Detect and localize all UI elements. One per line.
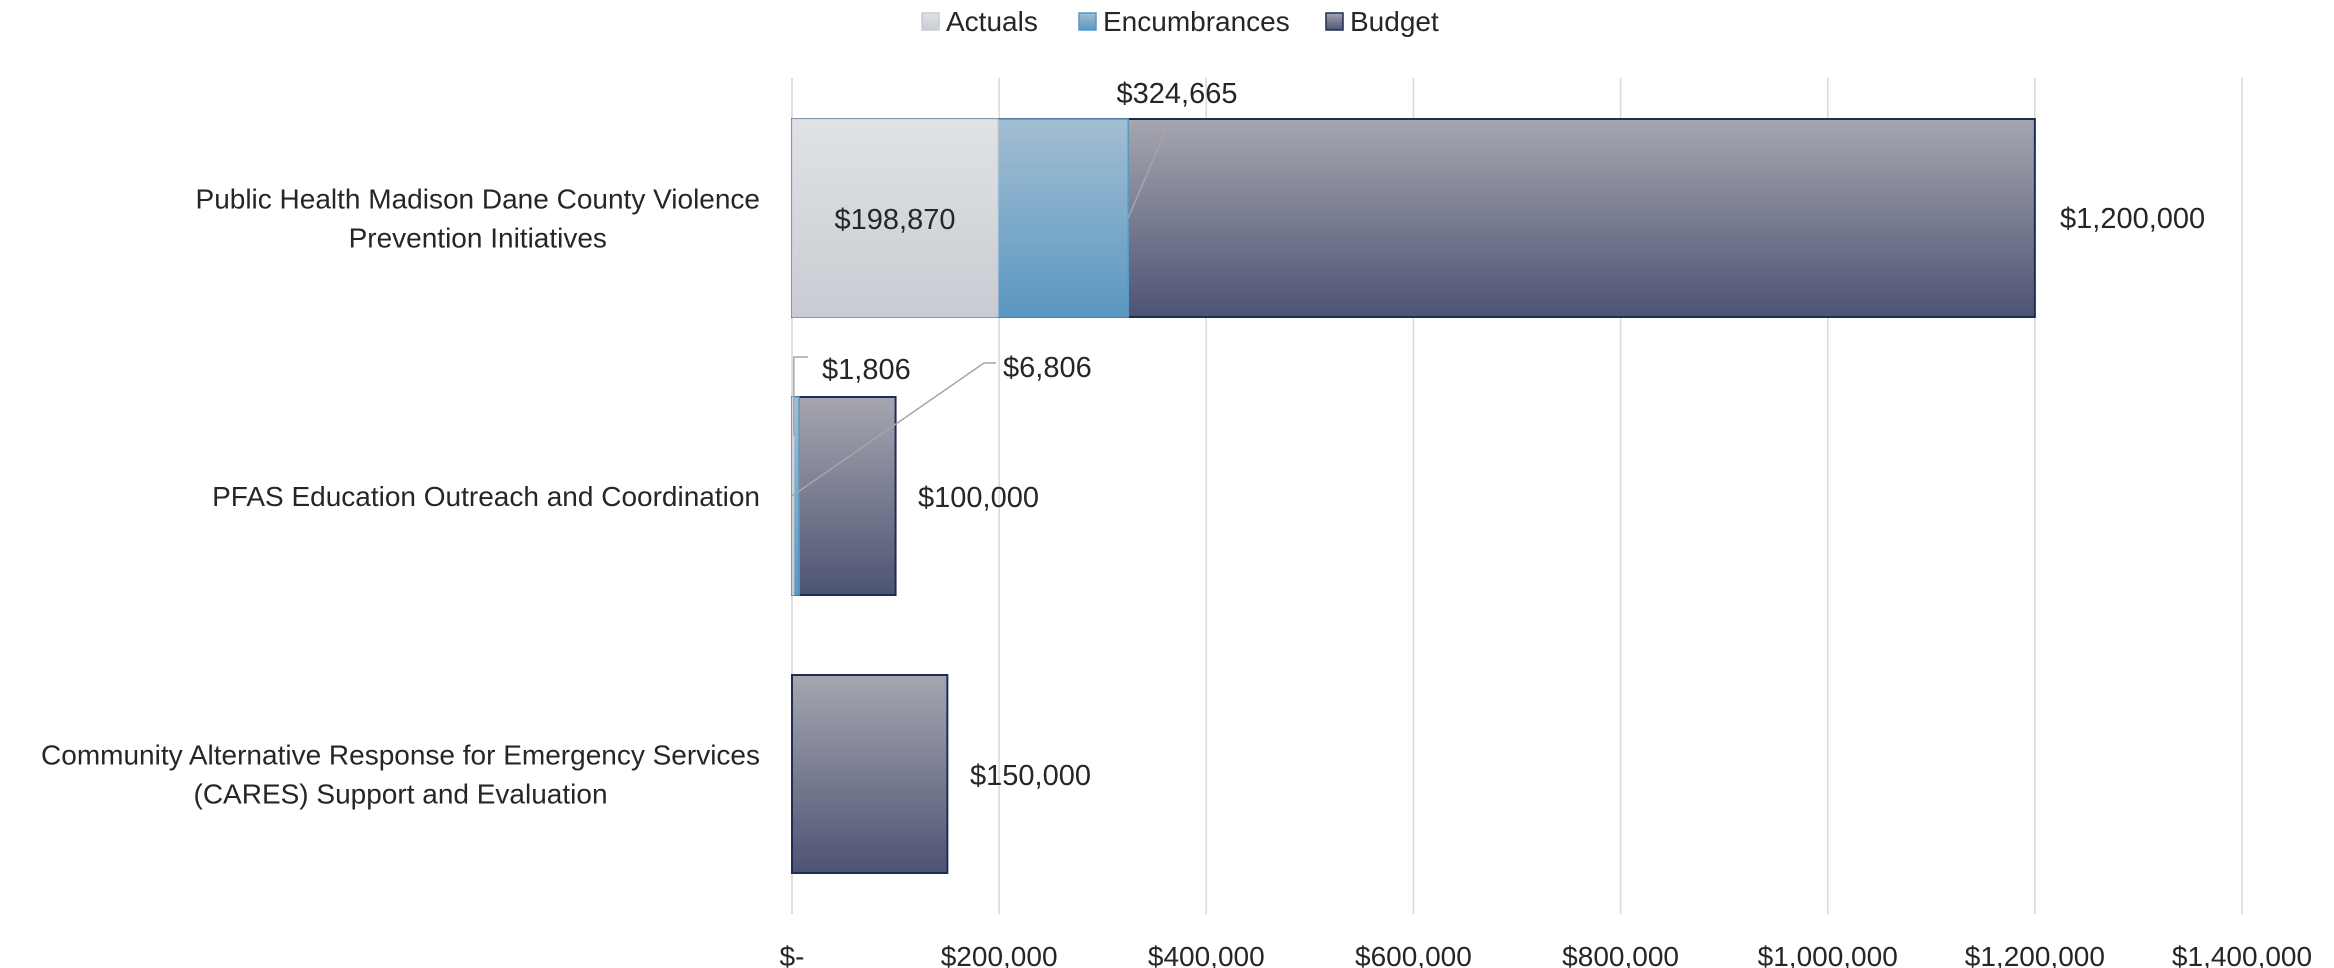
x-tick-label: $1,200,000 [1965,941,2105,968]
legend-item: Budget [1325,6,1439,37]
x-tick-label: $1,000,000 [1758,941,1898,968]
category-label: Community Alternative Response for Emerg… [41,740,760,810]
chart-legend: Actuals Encumbrances Budget [921,6,1439,37]
category-labels: Public Health Madison Dane County Violen… [41,184,760,810]
legend-item: Encumbrances [1078,6,1290,37]
data-label-encumbrances: $6,806 [1003,352,1092,384]
category-label: Public Health Madison Dane County Violen… [196,184,760,254]
x-tick-label: $800,000 [1562,941,1679,968]
leader-line [791,362,996,497]
legend-swatch [1325,12,1344,31]
category-label: PFAS Education Outreach and Coordination [212,481,760,512]
data-label-budget: $1,200,000 [2060,203,2205,235]
legend-item: Actuals [921,6,1038,37]
legend-swatch [921,12,940,31]
data-labels: $198,870 $324,665 $1,200,000 $1,806 $6,806 $1… [822,78,2205,792]
data-label-actuals: $1,806 [822,354,911,386]
bars [791,118,2036,874]
bar-budget [791,674,949,874]
legend-label: Budget [1350,6,1439,37]
x-tick-label: $1,400,000 [2172,941,2312,968]
bar-actuals [791,118,999,318]
leader-line [1127,119,1171,219]
x-tick-label: $400,000 [1148,941,1265,968]
x-tick-label: $- [780,941,805,968]
bar-budget [791,396,897,596]
legend-label: Encumbrances [1103,6,1290,37]
x-tick-label: $600,000 [1355,941,1472,968]
x-axis-tick-labels: $- $200,000 $400,000 $600,000 $800,000 $1,000… [780,941,2313,968]
data-label-budget: $100,000 [918,482,1039,514]
leader-line [793,356,808,436]
legend-label: Actuals [946,6,1038,37]
data-label-encumbrances: $324,665 [1117,78,1238,110]
data-label-budget: $150,000 [970,760,1091,792]
data-label-actuals: $198,870 [835,204,956,236]
leader-lines [791,119,1171,497]
x-tick-label: $200,000 [941,941,1058,968]
legend-swatch [1078,12,1097,31]
